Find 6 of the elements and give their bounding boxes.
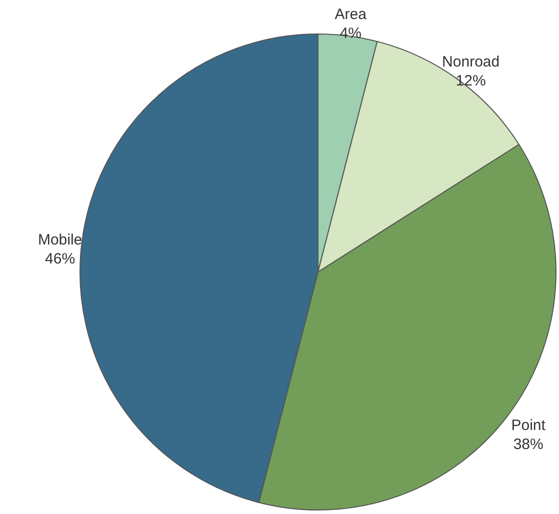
data-label: 38%: [513, 436, 544, 453]
slice-label: Mobile: [38, 231, 82, 248]
slice-label: Nonroad: [442, 54, 500, 71]
slice-label: Point: [511, 416, 546, 434]
data-label: 46%: [45, 250, 76, 268]
slice-label: Area: [334, 6, 368, 24]
